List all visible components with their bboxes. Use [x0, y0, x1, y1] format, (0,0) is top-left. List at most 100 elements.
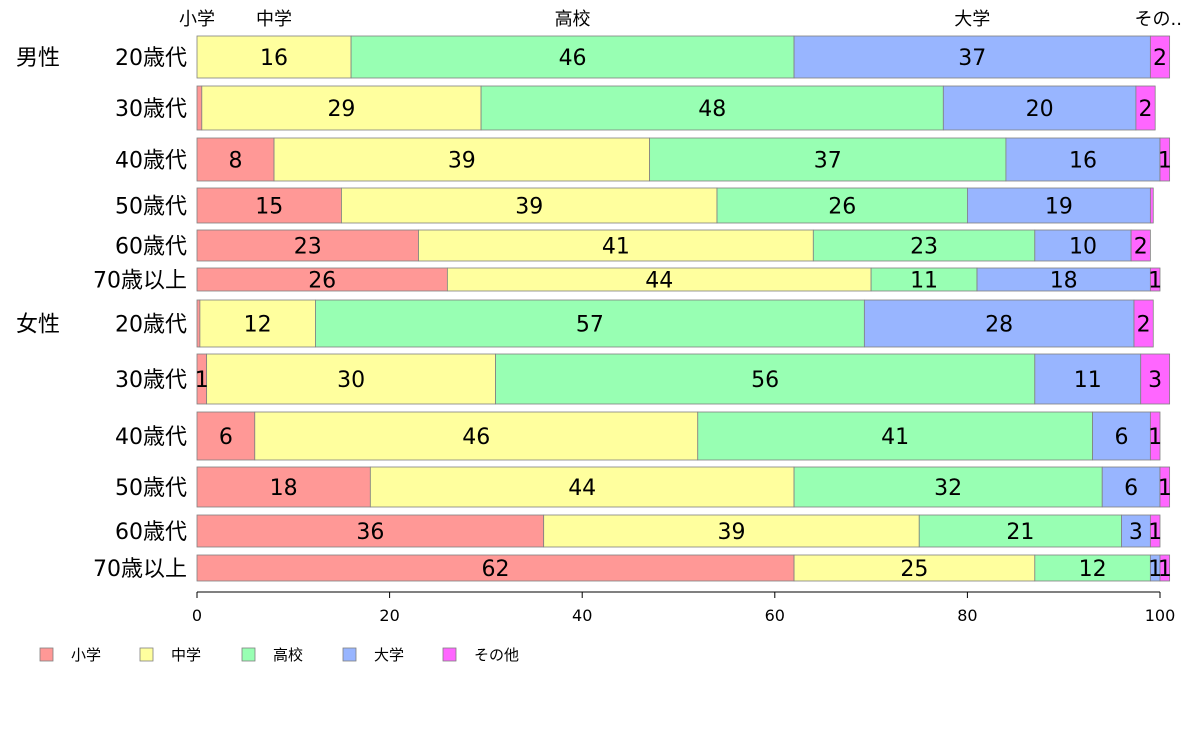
bar-segment	[697, 411, 1093, 461]
data-label: 46	[462, 425, 490, 450]
top-category-label: 高校	[555, 9, 591, 30]
bar-segment	[1140, 353, 1171, 405]
bar-segment	[495, 353, 1036, 405]
row-label: 70歳以上	[93, 557, 187, 582]
top-category-label: 小学	[179, 9, 215, 30]
data-label: 12	[1079, 557, 1107, 582]
bar-segment	[1149, 187, 1154, 224]
row-label: 50歳代	[115, 476, 187, 501]
data-label: 1	[1158, 557, 1172, 582]
bar-segment	[1149, 514, 1161, 548]
data-label: 28	[985, 313, 1013, 338]
bar-segment	[350, 35, 795, 79]
bar-segment	[543, 514, 920, 548]
data-label: 16	[1069, 149, 1097, 174]
legend: 小学 中学 高校 大学 その他	[39, 646, 519, 664]
data-label: 20	[1026, 97, 1054, 122]
legend-swatch	[39, 647, 54, 662]
bar-segment	[649, 137, 1007, 182]
data-label: 56	[751, 368, 779, 393]
data-label: 8	[229, 149, 243, 174]
bar-segment	[793, 554, 1036, 582]
row-label: 20歳代	[115, 46, 187, 71]
x-axis: 0 20 40 60 80 100	[192, 591, 1176, 625]
bar-segment	[254, 411, 699, 461]
data-label: 26	[308, 269, 336, 294]
bar-segment	[201, 85, 482, 131]
data-label: 6	[1124, 476, 1138, 501]
bar-segment	[196, 411, 256, 461]
row-label: 30歳代	[115, 97, 187, 122]
bar-segment	[793, 466, 1103, 508]
x-tick-label: 60	[765, 606, 785, 625]
data-label: 1	[1158, 149, 1172, 174]
bar-segment	[341, 187, 718, 224]
bar-segment	[418, 229, 814, 262]
data-label: 44	[568, 476, 596, 501]
data-label: 10	[1069, 235, 1097, 260]
bar-segment	[1149, 411, 1161, 461]
bar-segment	[196, 514, 545, 548]
x-tick-label: 100	[1145, 606, 1176, 625]
bar-segment	[315, 299, 865, 348]
top-category-label: その..	[1135, 9, 1182, 30]
data-label: 1	[195, 368, 209, 393]
data-label: 23	[910, 235, 938, 260]
bar-segment	[967, 187, 1151, 224]
bar-segment	[196, 137, 275, 182]
data-label: 26	[828, 195, 856, 220]
row-label: 60歳代	[115, 235, 187, 260]
data-label: 41	[881, 425, 909, 450]
data-label: 39	[448, 149, 476, 174]
group-label: 男性	[16, 46, 60, 71]
bar-segment	[196, 299, 201, 348]
legend-swatch	[442, 647, 457, 662]
legend-label: 小学	[71, 646, 101, 664]
legend-swatch	[139, 647, 154, 662]
bar-segment	[199, 299, 316, 348]
data-label: 6	[1114, 425, 1128, 450]
legend-swatch	[241, 647, 256, 662]
data-label: 3	[1148, 368, 1162, 393]
data-label: 39	[515, 195, 543, 220]
bar-segment	[918, 514, 1122, 548]
bar-segment	[196, 466, 371, 508]
x-tick-label: 20	[379, 606, 399, 625]
bar-segment	[1159, 137, 1171, 182]
data-label: 11	[910, 269, 938, 294]
bar-segment	[812, 229, 1036, 262]
data-label: 6	[219, 425, 233, 450]
bar-segment	[206, 353, 496, 405]
data-label: 2	[1139, 97, 1153, 122]
data-label: 18	[270, 476, 298, 501]
data-label: 41	[602, 235, 630, 260]
data-label: 57	[576, 313, 604, 338]
data-label: 25	[900, 557, 928, 582]
bar-segment	[1159, 554, 1171, 582]
group-label: 女性	[16, 313, 60, 338]
bar-segment	[942, 85, 1137, 131]
data-label: 23	[294, 235, 322, 260]
bar-segment	[793, 35, 1151, 79]
data-label: 46	[559, 46, 587, 71]
data-label: 1	[1158, 476, 1172, 501]
row-label: 60歳代	[115, 520, 187, 545]
data-label: 19	[1045, 195, 1073, 220]
data-label: 1	[1148, 520, 1162, 545]
bar-segment	[196, 554, 795, 582]
data-label: 62	[482, 557, 510, 582]
top-category-label: 中学	[256, 9, 292, 30]
bar-segment	[1034, 554, 1151, 582]
bar-segment	[1092, 411, 1151, 461]
bar-segment	[480, 85, 944, 131]
bar-segment	[1135, 85, 1156, 131]
data-label: 16	[260, 46, 288, 71]
legend-label: 大学	[374, 646, 404, 664]
legend-swatch	[342, 647, 357, 662]
data-label: 1	[1148, 425, 1162, 450]
bar-segment	[1159, 466, 1171, 508]
legend-label: 中学	[171, 646, 201, 664]
row-label: 20歳代	[115, 313, 187, 338]
